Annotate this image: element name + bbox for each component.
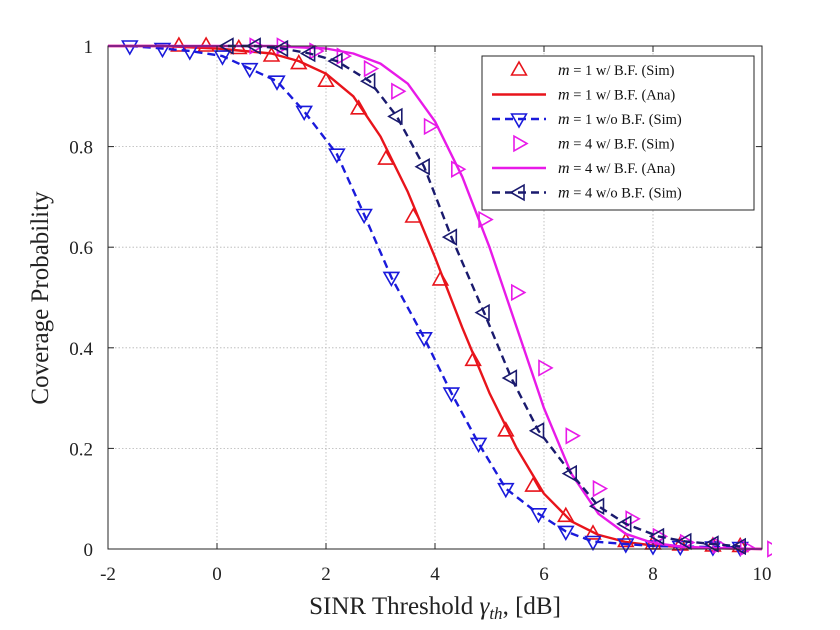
legend-label: m = 4 w/ B.F. (Ana): [558, 160, 675, 177]
data-point: [616, 515, 632, 533]
legend-label: m = 1 w/o B.F. (Sim): [558, 111, 682, 128]
data-point: [450, 160, 467, 178]
data-point: [676, 532, 692, 551]
legend-item: m = 1 w/o B.F. (Sim): [492, 111, 682, 129]
data-point: [652, 527, 669, 546]
x-tick-label: 4: [430, 564, 440, 585]
legend-item: m = 1 w/ B.F. (Ana): [492, 87, 675, 104]
data-point: [703, 535, 719, 553]
legend-marker: [510, 60, 528, 76]
x-tick-label: -2: [100, 564, 116, 585]
data-point: [355, 208, 373, 225]
series-line: [227, 44, 741, 548]
data-point: [197, 36, 215, 52]
y-tick-label: 0.8: [69, 138, 93, 159]
data-point: [153, 42, 172, 59]
data-point: [557, 506, 575, 523]
data-point: [501, 369, 518, 387]
x-axis-label: SINR Threshold γth, [dB]: [309, 593, 561, 623]
data-point: [528, 422, 545, 440]
data-point: [442, 387, 461, 403]
data-point: [415, 331, 433, 348]
data-point: [529, 507, 548, 524]
y-tick-label: 0.2: [69, 439, 93, 460]
data-point: [295, 105, 313, 122]
legend-item: m = 4 w/o B.F. (Sim): [492, 183, 682, 202]
x-tick-label: 0: [212, 564, 222, 585]
data-point: [349, 99, 368, 115]
data-point: [382, 271, 401, 288]
data-point: [730, 537, 747, 556]
legend-box: [481, 55, 755, 211]
data-point: [327, 52, 343, 70]
y-axis-label: Coverage Probability: [27, 191, 54, 405]
data-point: [565, 427, 581, 445]
data-point: [584, 524, 602, 540]
data-point: [387, 107, 403, 126]
data-point: [268, 75, 286, 91]
data-point: [213, 50, 232, 66]
data-point: [240, 62, 259, 79]
data-point: [328, 148, 346, 164]
data-point: [317, 71, 335, 87]
legend-label: m = 1 w/ B.F. (Sim): [558, 62, 675, 79]
legend: m = 1 w/ B.F. (Sim) m = 1 w/ B.F. (Ana) m …: [481, 55, 755, 211]
legend-marker: [513, 134, 529, 153]
data-point: [469, 437, 488, 454]
data-point: [588, 497, 605, 515]
data-point: [510, 283, 527, 302]
y-tick-label: 1: [84, 37, 94, 58]
legend-item: m = 4 w/ B.F. (Sim): [513, 134, 675, 153]
data-point: [584, 535, 602, 552]
data-point: [767, 540, 772, 558]
legend-label: m = 1 w/ B.F. (Ana): [558, 87, 675, 104]
data-point: [272, 39, 289, 58]
y-tick-label: 0.6: [69, 238, 93, 259]
legend-item: m = 4 w/ B.F. (Ana): [492, 160, 675, 177]
y-tick-label: 0: [84, 540, 94, 561]
data-point: [592, 479, 609, 498]
data-point: [121, 40, 139, 56]
data-point: [299, 44, 316, 63]
grid-lines: [108, 46, 762, 549]
data-point: [359, 72, 376, 90]
series-line: [129, 44, 741, 549]
data-point: [464, 350, 482, 367]
data-point: [497, 421, 515, 437]
data-point: [441, 228, 458, 246]
legend-label: m = 4 w/o B.F. (Sim): [558, 185, 682, 202]
legend-item: m = 1 w/ B.F. (Sim): [510, 60, 675, 79]
legend-label: m = 4 w/ B.F. (Sim): [558, 136, 675, 153]
data-point: [524, 476, 542, 492]
data-point: [497, 482, 515, 499]
legend-marker: [510, 113, 528, 129]
x-tick-label: 6: [539, 564, 549, 585]
data-point: [474, 303, 490, 322]
legend-marker: [509, 183, 525, 202]
data-point: [414, 158, 430, 176]
data-point: [617, 538, 635, 554]
series-5: [218, 37, 747, 556]
y-tick-label: 0.4: [69, 339, 93, 360]
x-tick-label: 10: [753, 564, 772, 585]
data-point: [423, 117, 440, 136]
axis-ticks: -2 0 2 4 6 8 10 0 0.2 0.4 0.6 0.8 1: [69, 37, 771, 585]
data-point: [648, 527, 665, 546]
data-point: [363, 59, 380, 78]
data-point: [170, 36, 188, 52]
data-point: [538, 359, 554, 377]
x-tick-label: 2: [321, 564, 331, 585]
data-point: [561, 464, 578, 483]
data-point: [391, 82, 407, 100]
x-tick-label: 8: [648, 564, 658, 585]
data-point: [557, 525, 575, 542]
